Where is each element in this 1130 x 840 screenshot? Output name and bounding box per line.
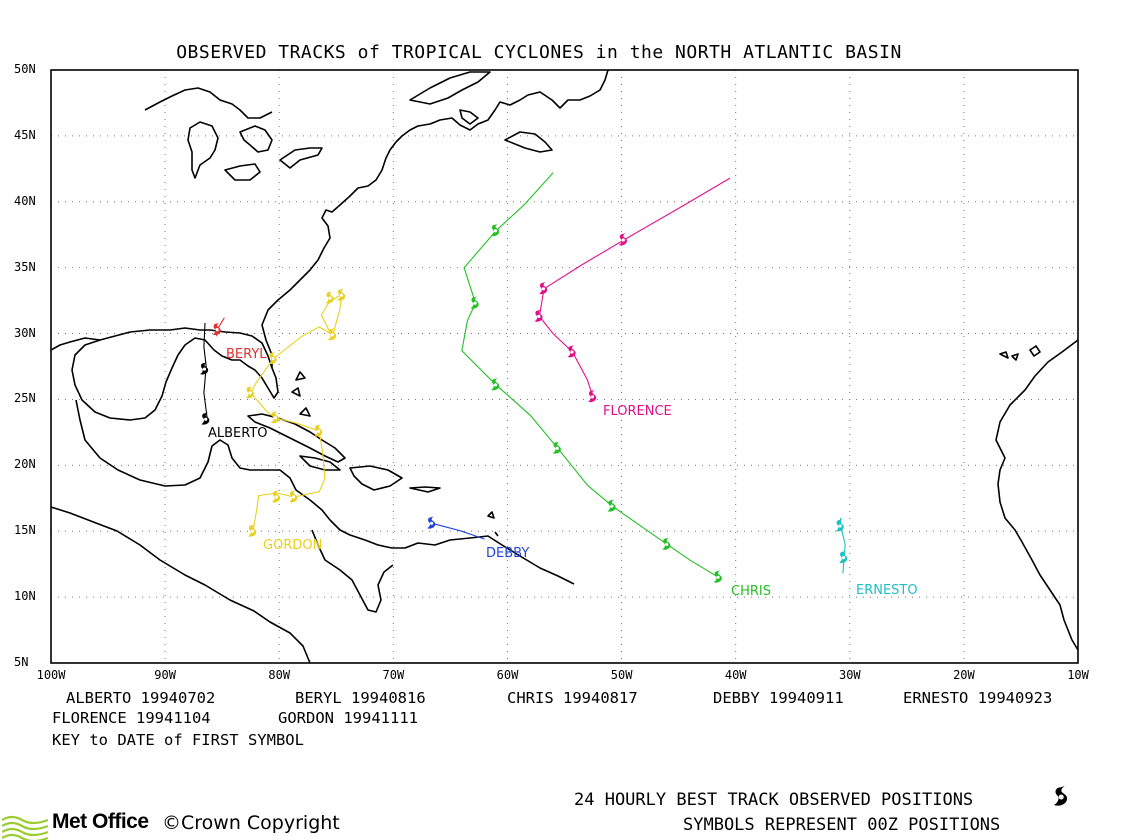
cyclone-symbol-gordon [248,524,257,537]
map-frame [50,69,1079,664]
crown-copyright: ©Crown Copyright [162,812,340,834]
cyclone-symbol-gordon [337,288,346,301]
met-office-brand: Met Office [52,810,149,833]
cyclone-symbol-florence [534,309,543,322]
track-alberto [203,322,208,420]
legend-entry-alberto: ALBERTO 19940702 [66,689,216,707]
cyclone-symbol-chris [470,296,479,309]
cyclone-symbol-chris [662,537,671,550]
cyclone-symbol-gordon [271,490,281,503]
lon-tick-label: 10W [1067,668,1089,682]
storm-label-debby: DEBBY [486,546,530,561]
cyclone-symbol-chris [713,570,722,583]
lat-tick-label: 40N [14,193,36,208]
footer-line-1: 24 HOURLY BEST TRACK OBSERVED POSITIONS [574,790,974,810]
cyclone-symbol-gordon [325,291,334,304]
lon-tick-label: 20W [953,668,975,682]
legend-entry-florence: FLORENCE 19941104 [52,709,211,727]
lon-tick-label: 50W [610,668,633,682]
lon-tick-label: 90W [154,668,176,682]
storm-label-florence: FLORENCE [603,404,672,419]
tropical-cyclone-icon [1054,785,1068,806]
graticule [51,70,1078,663]
track-florence [538,177,731,397]
lon-tick-label: 100W [36,668,66,682]
legend-entry-gordon: GORDON 19941111 [278,709,418,727]
cyclone-symbol-florence [539,281,548,295]
track-debby [431,522,485,540]
storm-label-chris: CHRIS [731,584,771,599]
lat-tick-label: 20N [14,457,36,472]
cyclone-symbol-chris [607,499,616,512]
cyclone-symbol-alberto [201,412,210,425]
legend-entry-debby: DEBBY 19940911 [713,689,844,707]
lon-tick-label: 40W [724,668,747,682]
cyclone-symbol-alberto [200,362,209,375]
cyclone-symbol-florence [618,233,628,246]
cyclone-symbol-florence [588,389,597,403]
lat-tick-label: 5N [14,655,29,669]
lat-tick-label: 25N [14,391,36,406]
legend-entry-chris: CHRIS 19940817 [507,689,638,707]
lat-tick-label: 35N [14,259,36,274]
footer-line-2: SYMBOLS REPRESENT 00Z POSITIONS [683,815,1001,835]
cyclone-tracks [203,172,846,578]
lat-tick-label: 15N [14,523,36,538]
storm-label-alberto: ALBERTO [208,426,268,441]
track-chris [461,172,719,578]
legend-entry-ernesto: ERNESTO 19940923 [903,689,1053,707]
legend-key-note: KEY to DATE of FIRST SYMBOL [52,731,304,749]
map-title: OBSERVED TRACKS of TROPICAL CYCLONES in … [176,42,902,63]
cyclone-symbol-beryl [212,322,221,335]
storm-label-gordon: GORDON [263,538,323,553]
cyclone-symbol-ernesto [839,550,848,563]
cyclone-symbols [200,223,848,583]
lat-tick-label: 10N [14,589,36,604]
lat-tick-label: 45N [14,127,36,142]
cyclone-symbol-chris [491,377,500,391]
lat-tick-label: 50N [14,62,36,76]
storm-label-beryl: BERYL [226,347,267,362]
lon-tick-label: 70W [382,668,405,682]
legend-entry-beryl: BERYL 19940816 [295,689,426,707]
cyclone-symbol-gordon [245,385,254,399]
lon-tick-label: 30W [838,668,861,682]
lat-tick-label: 30N [14,325,36,340]
storm-label-ernesto: ERNESTO [856,583,918,598]
cyclone-symbol-debby [427,516,436,529]
cyclone-symbol-florence [567,345,576,358]
lon-tick-label: 80W [268,668,291,682]
lon-tick-label: 60W [496,668,519,682]
met-office-wave-icon [2,815,48,840]
coastlines [51,70,1078,663]
track-gordon [250,292,343,532]
cyclone-symbol-chris [491,223,500,237]
cyclone-symbol-ernesto [835,519,844,532]
